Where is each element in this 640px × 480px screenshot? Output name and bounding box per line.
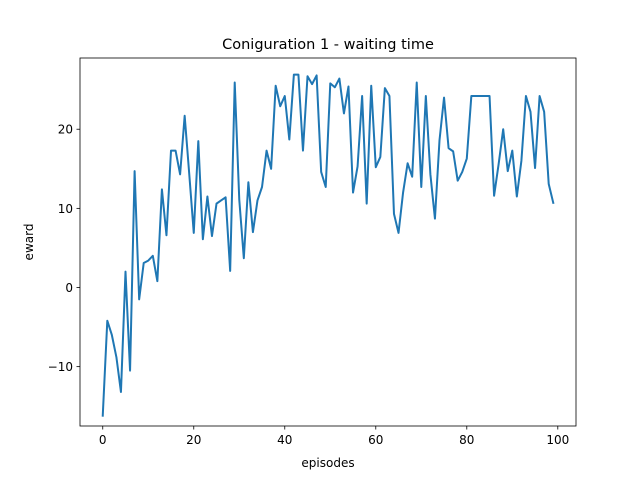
x-tick-label: 0: [99, 433, 107, 447]
x-tick-label: 60: [368, 433, 383, 447]
y-axis-ticks: −10 0 10 20: [48, 123, 80, 374]
x-axis-label: episodes: [301, 456, 354, 470]
x-tick-label: 100: [546, 433, 569, 447]
chart-title: Coniguration 1 - waiting time: [222, 37, 434, 53]
y-tick-label: 20: [58, 123, 73, 137]
y-tick-label: 0: [65, 281, 73, 295]
x-tick-label: 80: [459, 433, 474, 447]
x-axis-ticks: 0 20 40 60 80 100: [99, 426, 569, 447]
series-layer: [101, 73, 555, 417]
y-tick-label: −10: [48, 360, 73, 374]
plot-frame: [79, 57, 577, 427]
y-tick-label: 10: [58, 202, 73, 216]
y-axis-label: eward: [22, 224, 36, 261]
x-tick-label: 20: [186, 433, 201, 447]
series-line: [101, 73, 555, 417]
x-tick-label: 40: [277, 433, 292, 447]
